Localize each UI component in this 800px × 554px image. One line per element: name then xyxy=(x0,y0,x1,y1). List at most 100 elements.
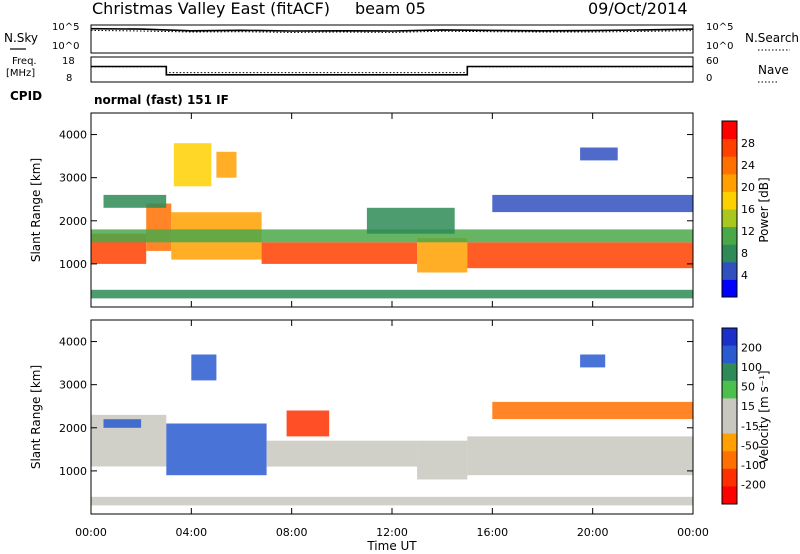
power-band-5 xyxy=(467,242,694,269)
velocity-colorbar-label: Velocity [m s⁻¹] xyxy=(757,370,771,463)
nsky-series-1 xyxy=(90,29,694,33)
colorbar-swatch-9 xyxy=(722,121,737,140)
colorbar-tick-0: 28 xyxy=(741,137,755,150)
colorbar-tick-6: -100 xyxy=(741,459,766,472)
nave-tick-bottom: 0 xyxy=(706,73,712,84)
power-band-3 xyxy=(261,242,418,264)
colorbar-swatch-7 xyxy=(722,156,737,175)
xtick-label-5: 20:00 xyxy=(577,526,609,539)
power-axes: 1000 2000 3000 4000 xyxy=(59,113,694,307)
freq-label-bottom: [MHz] xyxy=(6,68,35,79)
freq-tick-top: 18 xyxy=(62,56,75,67)
colorbar-swatch-3 xyxy=(722,380,737,399)
power-band-13 xyxy=(580,147,618,161)
colorbar-tick-5: -50 xyxy=(741,439,759,452)
ytick-label-0: 1000 xyxy=(59,465,87,478)
xtick-label-2: 08:00 xyxy=(276,526,308,539)
x-axis-ticks: 00:00 04:00 08:00 12:00 16:00 20:00 00:00 xyxy=(75,526,709,539)
power-colorbar: 28 24 20 16 12 8 4 xyxy=(721,120,755,298)
velocity-band-8 xyxy=(91,496,693,506)
colorbar-swatch-8 xyxy=(722,138,737,157)
colorbar-swatch-8 xyxy=(722,468,737,487)
x-axis-label: Time UT xyxy=(366,539,417,553)
power-band-10 xyxy=(216,151,237,178)
colorbar-tick-4: -15 xyxy=(741,420,759,433)
colorbar-swatch-2 xyxy=(722,363,737,382)
freq-label-top: Freq. xyxy=(12,56,37,67)
cpid-mode-text: normal (fast) 151 IF xyxy=(94,93,229,107)
nsearch-tick-top: 10^5 xyxy=(706,22,733,33)
xtick-label-3: 12:00 xyxy=(376,526,408,539)
ytick-label-1: 2000 xyxy=(59,215,87,228)
colorbar-tick-2: 50 xyxy=(741,381,755,394)
ytick-label-2: 3000 xyxy=(59,379,87,392)
freq-series-1 xyxy=(91,66,693,74)
power-heatmap-cells xyxy=(91,143,694,299)
power-colorbar-label: Power [dB] xyxy=(757,177,771,242)
station-title: Christmas Valley East (fitACF) xyxy=(92,0,330,18)
colorbar-frame xyxy=(721,327,738,505)
velocity-band-9 xyxy=(580,354,606,368)
colorbar-tick-7: -200 xyxy=(741,478,766,491)
colorbar-tick-0: 200 xyxy=(741,342,762,355)
power-band-8 xyxy=(103,194,167,208)
date-label: 09/Oct/2014 xyxy=(588,0,688,18)
nsearch-label: N.Search xyxy=(745,31,799,45)
xtick-label-6: 00:00 xyxy=(677,526,709,539)
velocity-band-1 xyxy=(103,419,142,428)
nsky-series-0 xyxy=(90,27,694,32)
colorbar-tick-6: 4 xyxy=(741,269,748,282)
ytick-label-3: 4000 xyxy=(59,129,87,142)
colorbar-tick-4: 12 xyxy=(741,225,755,238)
velocity-band-7 xyxy=(467,436,694,476)
colorbar-swatch-5 xyxy=(722,416,737,435)
colorbar-swatch-0 xyxy=(722,328,737,347)
ytick-label-2: 3000 xyxy=(59,172,87,185)
power-band-9 xyxy=(173,143,212,187)
nsky-series xyxy=(90,27,694,33)
velocity-colorbar: 200 100 50 15 -15 -50 -100 -200 xyxy=(721,327,766,505)
colorbar-swatch-0 xyxy=(722,279,737,298)
ytick-label-0: 1000 xyxy=(59,258,87,271)
nsearch-tick-bottom: 10^0 xyxy=(706,41,733,52)
colorbar-tick-1: 24 xyxy=(741,159,755,172)
power-panel: 1000 2000 3000 4000 Slant Range [km] 28 24 20… xyxy=(29,112,771,308)
colorbar-tick-1: 100 xyxy=(741,361,762,374)
colorbar-swatch-4 xyxy=(722,209,737,228)
nsky-label: N.Sky xyxy=(4,31,38,45)
power-band-4 xyxy=(417,238,468,273)
colorbar-swatch-9 xyxy=(722,486,737,505)
nsky-tick-bottom: 10^0 xyxy=(52,41,79,52)
nave-tick-top: 60 xyxy=(706,56,719,67)
colorbar-swatch-4 xyxy=(722,398,737,417)
colorbar-tick-5: 8 xyxy=(741,247,748,260)
power-band-7 xyxy=(91,289,693,299)
ytick-label-3: 4000 xyxy=(59,336,87,349)
velocity-band-4 xyxy=(266,440,418,467)
ytick-label-1: 2000 xyxy=(59,422,87,435)
freq-series-0 xyxy=(91,65,693,76)
colorbar-swatch-6 xyxy=(722,433,737,452)
velocity-axes: 1000 2000 3000 4000 xyxy=(59,320,694,514)
colorbar-tick-3: 15 xyxy=(741,400,755,413)
colorbar-tick-2: 20 xyxy=(741,181,755,194)
colorbar-swatch-1 xyxy=(722,261,737,280)
power-band-6 xyxy=(91,229,693,243)
colorbar-swatch-5 xyxy=(722,191,737,210)
colorbar-swatch-3 xyxy=(722,226,737,245)
nsky-panel: N.Sky 10^5 10^0 10^5 10^0 N.Search xyxy=(4,22,799,54)
velocity-ylabel: Slant Range [km] xyxy=(29,365,43,469)
power-band-11 xyxy=(366,207,455,234)
nave-label: Nave xyxy=(758,63,789,77)
cpid-label: CPID xyxy=(10,89,42,103)
xtick-label-4: 16:00 xyxy=(476,526,508,539)
freq-series xyxy=(91,65,693,76)
velocity-band-2 xyxy=(166,423,267,476)
colorbar-swatch-6 xyxy=(722,173,737,192)
beam-label: beam 05 xyxy=(355,0,426,18)
colorbar-frame xyxy=(721,120,738,298)
xtick-label-0: 00:00 xyxy=(75,526,107,539)
colorbar-swatch-7 xyxy=(722,451,737,470)
velocity-band-3 xyxy=(191,354,217,381)
